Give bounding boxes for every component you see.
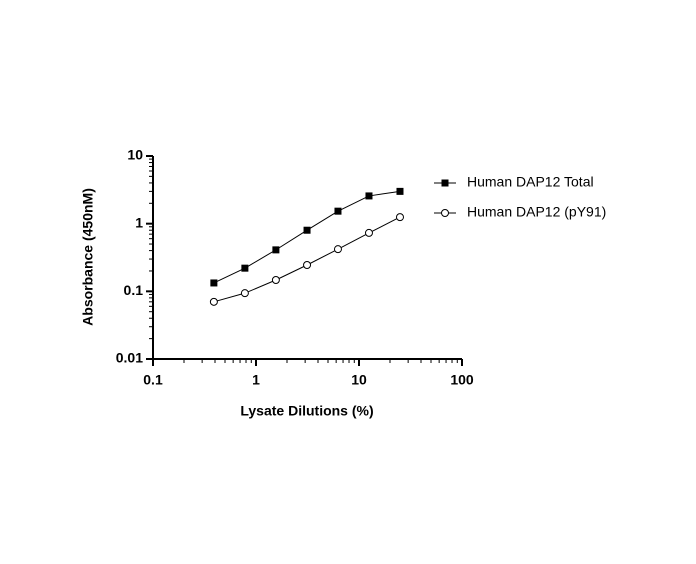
y-tick-label: 10 [127,147,143,163]
y-axis-label: Absorbance (450nM) [80,188,96,326]
y-tick-label: 0.1 [124,282,144,298]
marker [364,228,373,237]
marker [333,245,342,254]
marker [365,192,373,200]
marker [209,297,218,306]
x-tick-label: 0.1 [143,372,163,388]
legend-marker [441,209,449,217]
x-tick-label: 100 [450,372,474,388]
marker [303,226,311,234]
legend-label: Human DAP12 (pY91) [467,204,606,220]
marker [240,289,249,298]
x-tick-label: 10 [351,372,367,388]
x-axis-label: Lysate Dilutions (%) [240,403,373,419]
marker [271,276,280,285]
marker [210,279,218,287]
marker [272,246,280,254]
y-tick-label: 0.01 [116,350,143,366]
y-tick-label: 1 [135,214,143,230]
marker [303,260,312,269]
x-tick-label: 1 [252,372,260,388]
legend-label: Human DAP12 Total [467,174,594,190]
marker [334,207,342,215]
legend-marker [441,179,449,187]
marker [395,213,404,222]
marker [241,264,249,272]
marker [396,187,404,195]
